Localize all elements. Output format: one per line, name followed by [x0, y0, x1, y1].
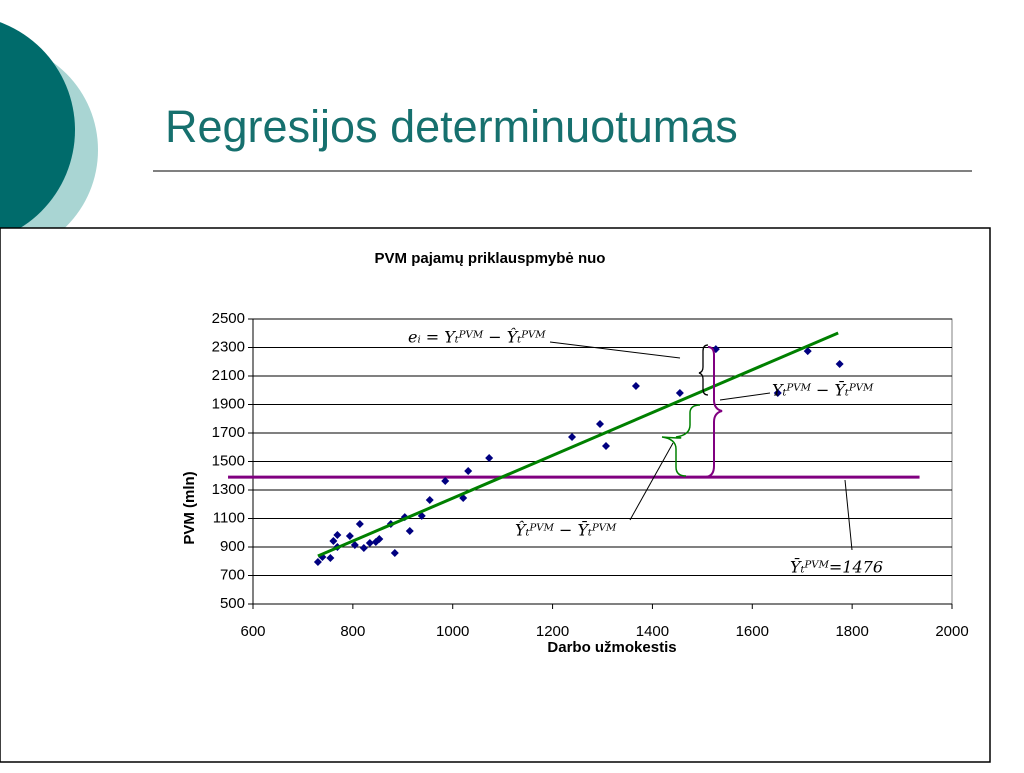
point: [631, 381, 640, 390]
point: [329, 537, 338, 546]
y-tick-label: 2300: [212, 338, 245, 355]
x-axis-label: Darbo užmokestis: [547, 639, 676, 656]
point: [568, 432, 577, 441]
point: [601, 441, 610, 450]
point: [313, 557, 322, 566]
point: [405, 527, 414, 536]
x-tick-label: 1200: [536, 623, 569, 640]
annotation: Ȳₜᴾⱽᴹ=1476: [790, 557, 883, 577]
point: [596, 420, 605, 429]
y-tick-label: 1900: [212, 395, 245, 412]
y-tick-label: 700: [220, 566, 245, 583]
point: [803, 347, 812, 356]
plot: 500 700 900 1100 1300 1500 1700 1900 2100 2300 250…: [212, 310, 969, 640]
y-tick-label: 1100: [213, 509, 245, 526]
x-tick-label: 1400: [636, 623, 669, 640]
y-tick-label: 900: [220, 538, 245, 555]
x-tick-label: 2000: [935, 623, 968, 640]
arrow: [844, 479, 853, 551]
x-tick-label: 1800: [835, 623, 868, 640]
point: [441, 477, 450, 486]
point: [675, 388, 684, 397]
point: [835, 360, 844, 369]
annotation: Ŷₜᴾⱽᴹ − Ȳₜᴾⱽᴹ: [515, 520, 617, 540]
point: [326, 553, 335, 562]
x-tick-label: 800: [340, 623, 365, 640]
y-tick-label: 2100: [212, 367, 245, 384]
arrow: [549, 341, 681, 359]
x-tick-label: 1600: [736, 623, 769, 640]
y-tick-label: 500: [220, 595, 245, 612]
chart-title: PVM pajamų priklauspmybė nuo: [375, 250, 606, 267]
point: [375, 535, 384, 544]
point: [390, 548, 399, 557]
decor-circle: [0, 22, 75, 238]
brace: [661, 404, 701, 477]
brace: [698, 344, 709, 396]
point: [485, 453, 494, 462]
point: [359, 543, 368, 552]
slide-title: Regresijos determinuotumas: [165, 101, 738, 152]
brace: [705, 346, 723, 478]
point: [365, 539, 374, 548]
arrow: [719, 392, 771, 401]
x-tick-label: 600: [240, 623, 265, 640]
point: [350, 541, 359, 550]
y-tick-label: 1300: [212, 481, 245, 498]
regression-line: [317, 331, 839, 558]
x-tick-label: 1000: [436, 623, 469, 640]
arrow: [629, 442, 674, 521]
annotation: eᵢ = Yₜᴾⱽᴹ − Ŷₜᴾⱽᴹ: [408, 327, 546, 347]
point: [345, 532, 354, 541]
y-tick-label: 1700: [212, 424, 245, 441]
y-tick-label: 1500: [212, 452, 245, 469]
point: [355, 520, 364, 529]
point: [333, 531, 342, 540]
y-tick-label: 2500: [212, 310, 245, 327]
point: [425, 495, 434, 504]
point: [773, 388, 782, 397]
y-axis-label: PVM (mln): [181, 471, 198, 544]
point: [464, 467, 473, 476]
annotation: Yₜᴾⱽᴹ − Ȳₜᴾⱽᴹ: [772, 380, 874, 400]
